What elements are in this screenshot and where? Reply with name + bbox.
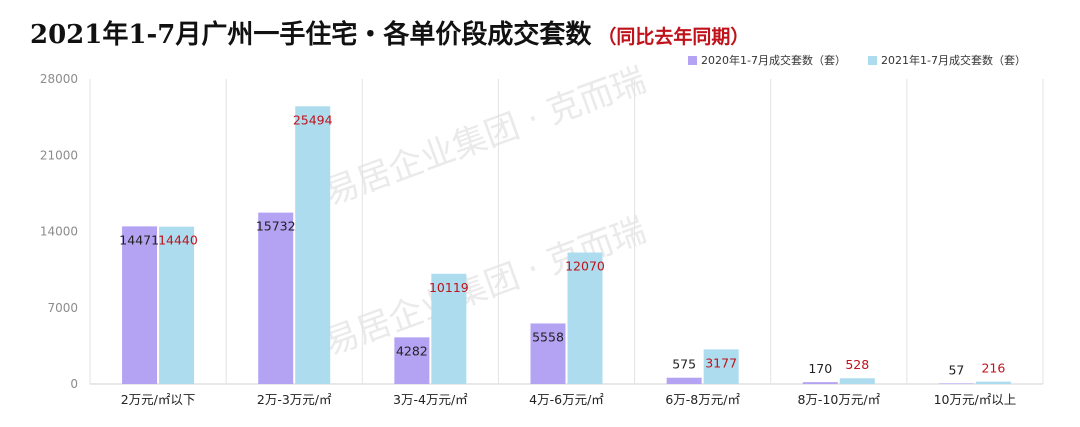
data-label-2021: 14440 xyxy=(158,233,198,248)
y-tick-label: 0 xyxy=(70,377,78,391)
bar-2021 xyxy=(159,226,195,384)
chart-data-labels: 14471 14440 15732 25494 4282 10119 5558 12070 57… xyxy=(119,112,1005,377)
x-tick-label: 10万元/㎡以上 xyxy=(934,392,1017,407)
watermark-text: 易居企业集团 · 克而瑞 xyxy=(319,60,651,213)
x-tick-label: 3万-4万元/㎡ xyxy=(393,392,468,407)
bar-2020 xyxy=(938,383,974,384)
data-label-2020: 575 xyxy=(672,357,696,372)
data-label-2020: 170 xyxy=(808,361,832,376)
legend-label-2020: 2020年1-7月成交套数（套） xyxy=(701,53,846,67)
x-tick-label: 6万-8万元/㎡ xyxy=(665,392,740,407)
bar-2021 xyxy=(567,252,603,384)
data-label-2021: 3177 xyxy=(705,355,737,370)
y-tick-label: 28000 xyxy=(40,72,78,86)
legend-label-2021: 2021年1-7月成交套数（套） xyxy=(881,53,1026,67)
data-label-2020: 15732 xyxy=(256,219,296,234)
bar-2021 xyxy=(431,273,467,384)
x-tick-label: 8万-10万元/㎡ xyxy=(797,392,880,407)
bar-2020 xyxy=(394,337,430,384)
bar-2021 xyxy=(975,381,1011,384)
chart-legend: 2020年1-7月成交套数（套） 2021年1-7月成交套数（套） xyxy=(688,53,1026,67)
chart-title-block: 2021年1-7月广州一手住宅・各单价段成交套数 （同比去年同期） xyxy=(30,14,749,51)
data-label-2021: 216 xyxy=(981,361,1005,376)
bar-2020 xyxy=(530,323,566,384)
chart-axes: 0 7000 14000 21000 28000 2万元/㎡以下 2万-3万元/㎡ 3万-4万… xyxy=(40,72,1044,407)
bar-2021 xyxy=(295,106,331,385)
data-label-2021: 25494 xyxy=(293,112,333,127)
data-label-2020: 57 xyxy=(948,362,964,377)
bar-2020 xyxy=(258,212,294,384)
bar-2020 xyxy=(802,382,838,384)
bar-2021 xyxy=(703,349,739,384)
bar-2020 xyxy=(666,377,702,384)
x-tick-label: 4万-6万元/㎡ xyxy=(529,392,604,407)
bar-2021 xyxy=(839,378,875,384)
x-tick-label: 2万元/㎡以下 xyxy=(121,392,196,407)
data-label-2020: 4282 xyxy=(396,343,428,358)
chart-bars xyxy=(122,106,1011,385)
legend-swatch-2020 xyxy=(688,56,697,65)
data-label-2020: 5558 xyxy=(532,329,564,344)
chart-subtitle: （同比去年同期） xyxy=(597,26,750,48)
data-label-2020: 14471 xyxy=(119,232,159,247)
y-tick-label: 14000 xyxy=(40,225,78,239)
data-label-2021: 12070 xyxy=(565,259,605,274)
chart-title: 2021年1-7月广州一手住宅・各单价段成交套数 xyxy=(30,20,592,50)
y-tick-label: 7000 xyxy=(47,301,78,315)
data-label-2021: 528 xyxy=(845,357,869,372)
bar-2020 xyxy=(122,226,158,384)
legend-swatch-2021 xyxy=(868,56,877,65)
data-label-2021: 10119 xyxy=(429,280,469,295)
y-tick-label: 21000 xyxy=(40,148,78,162)
x-tick-label: 2万-3万元/㎡ xyxy=(257,392,332,407)
